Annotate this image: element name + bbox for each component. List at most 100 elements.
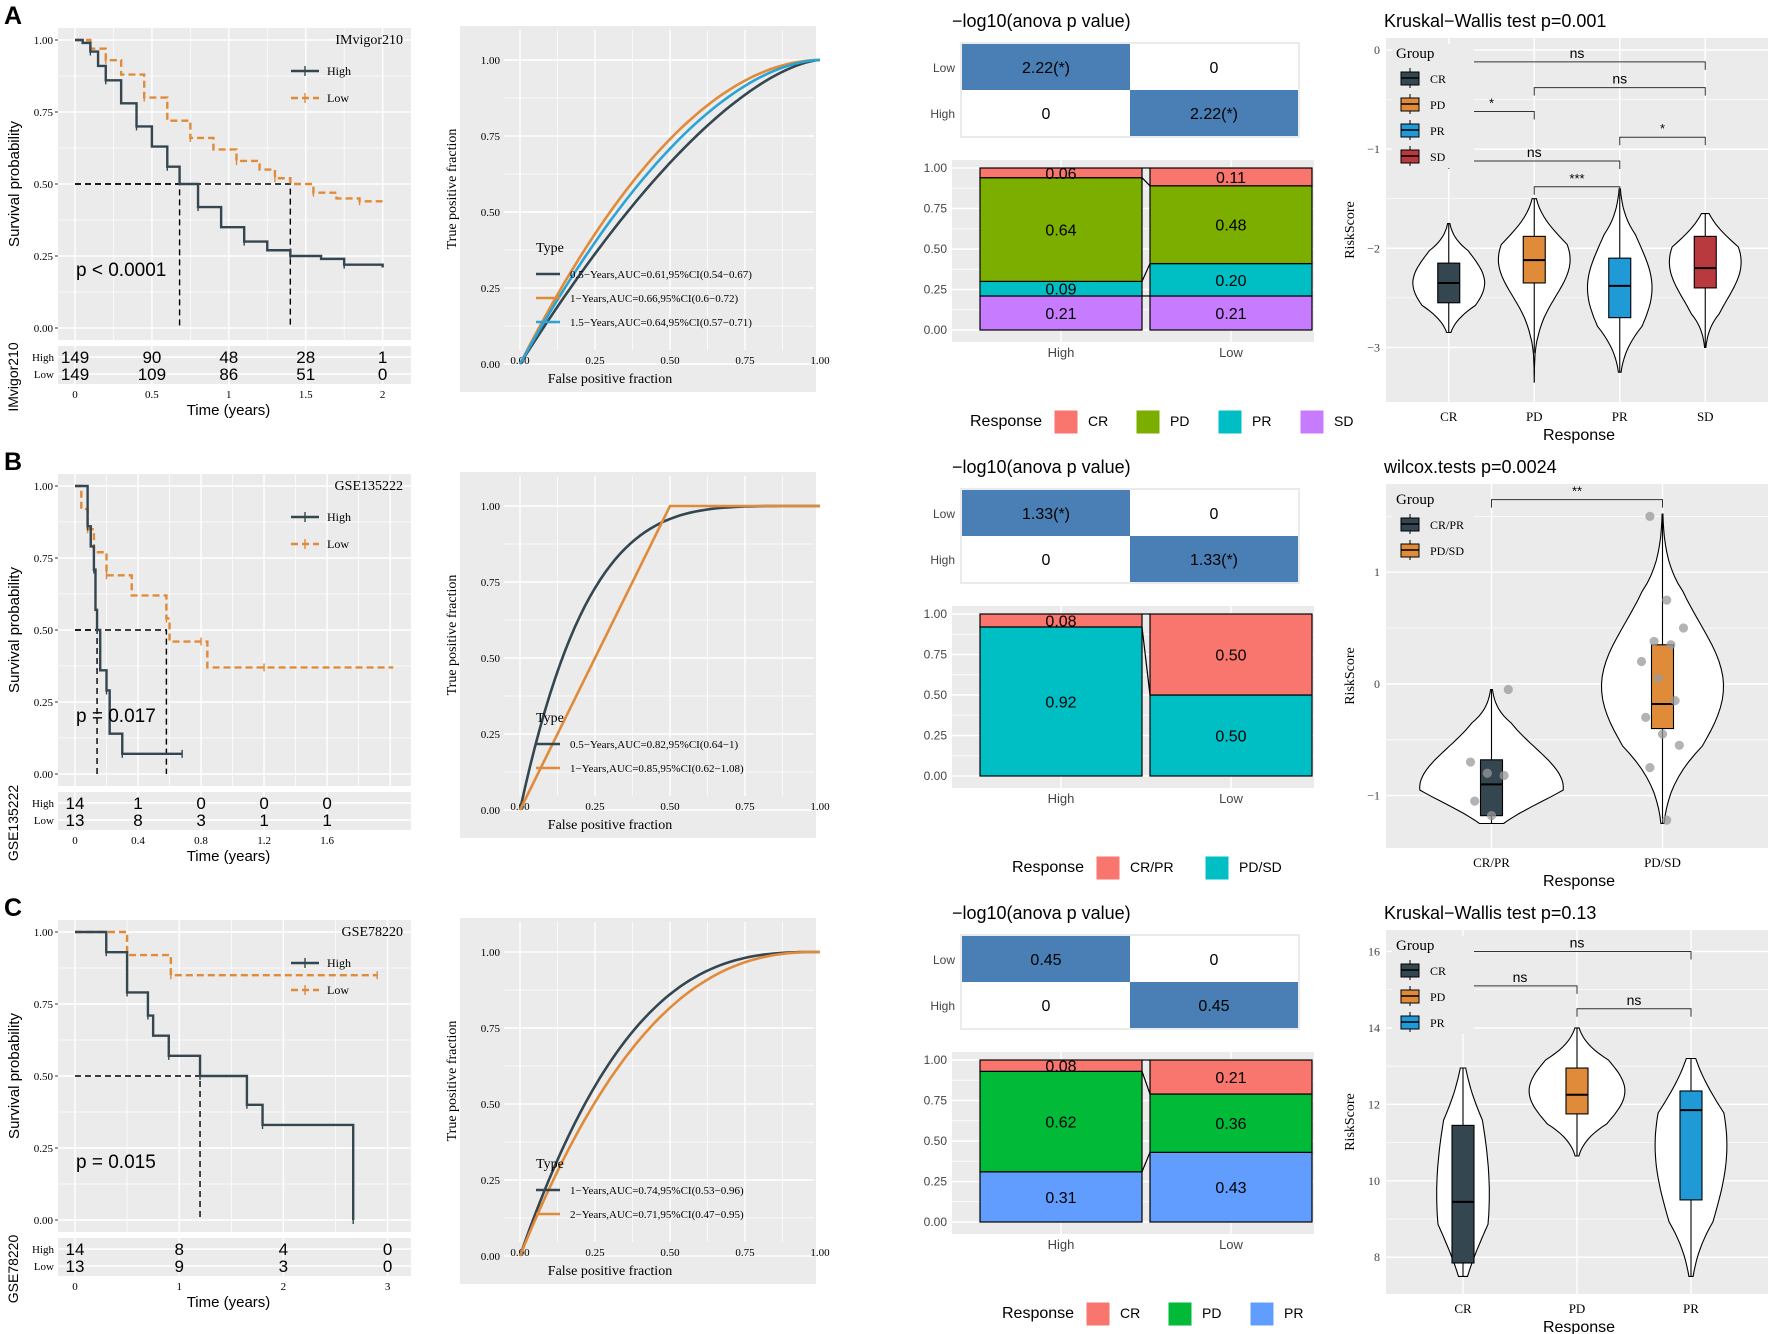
km-ytick-label: 0.50 (34, 179, 54, 191)
roc-ytick-label: 0.75 (481, 131, 501, 143)
roc-ytick-label: 0.00 (481, 1251, 501, 1263)
heatmap-cell (962, 490, 1130, 536)
violin-plot: wilcox.tests p=0.0024 1 0 −1 RiskScore Respon… (1343, 457, 1768, 890)
violin-xlabel: Response (1543, 873, 1615, 890)
risk-count-low: 86 (219, 365, 238, 384)
risk-count-low: 149 (61, 365, 89, 384)
group-legend-label: PD/SD (1430, 544, 1464, 558)
km-xtick-label: 1 (226, 389, 232, 401)
response-legend-label: PD (1170, 413, 1189, 429)
violin-ytick-label: 12 (1368, 1097, 1380, 1111)
stacked-xtick-label: High (1048, 791, 1075, 806)
heatmap: −log10(anova p value) Low 2.22(*) 0 High 0 2.2… (930, 11, 1300, 138)
km-ylabel: Survival probability (6, 567, 23, 693)
km-xtick-label: 2 (281, 1281, 287, 1293)
km-legend-low: Low (327, 983, 349, 997)
roc-ytick-label: 0.25 (481, 1175, 501, 1187)
stacked-segment-label: 0.43 (1215, 1180, 1246, 1197)
risk-count-high: 0 (383, 1240, 392, 1259)
violin-ytick-label: −1 (1367, 789, 1380, 803)
significance-label: ns (1612, 71, 1627, 87)
km-legend-title: GSE135222 (335, 479, 403, 494)
risk-count-low: 109 (138, 365, 166, 384)
data-point (1678, 623, 1689, 633)
roc-ytick-label: 0.00 (481, 805, 501, 817)
km-xtick-label: 1.2 (257, 835, 271, 847)
heatmap-cell-value: 0 (1210, 60, 1219, 77)
significance-label: ns (1627, 992, 1642, 1008)
risk-table-ylabel: GSE78220 (5, 1235, 21, 1304)
violin-ytick-label: −2 (1367, 241, 1380, 255)
data-point (1662, 595, 1672, 605)
roc-xtick-label: 0.75 (735, 801, 755, 813)
heatmap-cell (1130, 490, 1298, 536)
km-xtick-label: 0.5 (145, 389, 159, 401)
km-ytick-label: 0.00 (34, 1215, 54, 1227)
roc-legend-title: Type (536, 711, 564, 726)
roc-xtick-label: 0.50 (660, 1247, 680, 1259)
roc-ytick-label: 0.25 (481, 283, 501, 295)
km-xtick-label: 0 (72, 1281, 78, 1293)
stacked-segment-label: 0.11 (1216, 170, 1246, 187)
box-cr (1451, 1124, 1475, 1264)
stacked-segment-sd (979, 295, 1143, 331)
risk-count-high: 149 (61, 348, 89, 367)
km-ytick-label: 0.50 (34, 625, 54, 637)
group-legend-title: Group (1396, 938, 1434, 954)
km-ytick-label: 0.25 (34, 697, 54, 709)
data-point (1482, 768, 1492, 778)
box-pd (1565, 1067, 1589, 1115)
data-point (1662, 815, 1672, 825)
data-point (1641, 712, 1651, 722)
km-pvalue: p = 0.015 (76, 1152, 156, 1173)
heatmap-cell (1130, 536, 1298, 582)
risk-label-low: Low (34, 815, 54, 827)
box-pd-sd (1650, 644, 1675, 730)
risk-count-high: 14 (66, 1240, 85, 1259)
stacked-ytick-label: 0.75 (924, 1094, 948, 1108)
roc-legend-label: 2−Years,AUC=0.71,95%CI(0.47−0.95) (570, 1209, 744, 1221)
heatmap-row-label: High (930, 553, 955, 567)
km-xtick-label: 0 (72, 835, 78, 847)
heatmap-cell-value: 1.33(*) (1022, 506, 1070, 523)
risk-count-low: 0 (383, 1257, 392, 1276)
roc-curve (518, 504, 820, 811)
risk-table-ylabel: GSE135222 (5, 785, 21, 861)
roc-ytick-label: 0.75 (481, 577, 501, 589)
roc-legend-title: Type (536, 241, 564, 256)
stacked-segment-pr (1149, 262, 1313, 297)
violin-ytick-label: −1 (1367, 142, 1380, 156)
heatmap: −log10(anova p value) Low 0.45 0 High 0 0.45 (930, 903, 1300, 1030)
stacked-segment-label: 0.08 (1045, 613, 1076, 630)
heatmap-row-label: Low (933, 953, 955, 967)
km-ytick-label: 0.25 (34, 251, 54, 263)
roc-ytick-label: 1.00 (481, 55, 501, 67)
km-xtick-label: 1.6 (320, 835, 334, 847)
stacked-segment-label: 0.21 (1045, 306, 1076, 323)
group-legend-label: PD (1430, 990, 1446, 1004)
data-point (1645, 763, 1655, 773)
data-point (1645, 511, 1655, 521)
roc-xtick-label: 0.50 (660, 355, 680, 367)
group-legend-label: PR (1430, 1016, 1445, 1030)
stacked-segment-label: 0.20 (1215, 273, 1246, 290)
stacked-bar: 0.00 0.25 0.50 0.75 1.00 0.31 0.62 0.08 High 0.43… (924, 1052, 1314, 1327)
km-curve-low (75, 38, 383, 203)
stacked-segment-pd (1149, 185, 1313, 265)
violin-title: Kruskal−Wallis test p=0.001 (1384, 11, 1606, 31)
roc-ytick-label: 1.00 (481, 501, 501, 513)
significance-label: * (1489, 95, 1494, 110)
risk-label-high: High (32, 352, 55, 364)
significance-label: ns (1570, 45, 1585, 61)
heatmap-row-label: High (930, 999, 955, 1013)
roc-xlabel: False positive fraction (548, 372, 672, 387)
violin-ytick-label: 8 (1374, 1250, 1380, 1264)
response-legend-title: Response (1002, 1305, 1074, 1322)
heatmap-row-label: High (930, 107, 955, 121)
stacked-segment-label: 0.48 (1215, 218, 1246, 235)
heatmap-cell (1130, 982, 1298, 1028)
significance-label: ns (1570, 934, 1585, 950)
stacked-segment-label: 0.64 (1045, 223, 1076, 240)
response-legend-key (1085, 1301, 1111, 1327)
stacked-xtick-label: High (1048, 1237, 1075, 1252)
